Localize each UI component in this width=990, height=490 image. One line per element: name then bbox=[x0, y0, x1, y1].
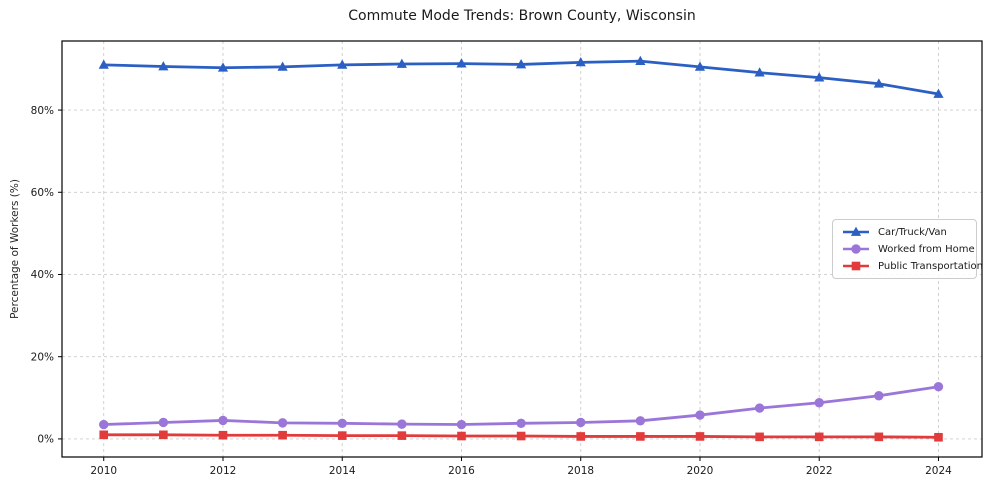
x-tick-label-2010: 2010 bbox=[90, 465, 117, 477]
y-tick-label-40%: 40% bbox=[31, 269, 54, 281]
data-point-1-2020 bbox=[695, 410, 705, 420]
y-tick-label-20%: 20% bbox=[31, 351, 54, 363]
data-point-0-2022 bbox=[814, 72, 825, 82]
data-point-2-2017 bbox=[516, 431, 526, 441]
data-point-2-2023 bbox=[874, 432, 884, 442]
x-tick-label-2014: 2014 bbox=[329, 465, 356, 477]
data-point-2-2024 bbox=[934, 432, 943, 442]
data-point-1-2012 bbox=[218, 415, 228, 426]
data-point-2-2022 bbox=[814, 432, 824, 442]
data-point-1-2018 bbox=[576, 417, 586, 428]
legend-label-public-transportation: Public Transportation bbox=[878, 260, 983, 272]
x-tick-label-2018: 2018 bbox=[567, 465, 594, 477]
data-point-2-2018 bbox=[576, 432, 586, 441]
legend-line-square-icon bbox=[843, 261, 869, 271]
data-point-0-2016 bbox=[456, 58, 467, 68]
data-point-0-2014 bbox=[337, 59, 348, 69]
data-point-0-2019 bbox=[635, 55, 646, 66]
data-point-0-2023 bbox=[873, 78, 884, 88]
data-point-2-2012 bbox=[218, 430, 228, 440]
y-tick-label-80%: 80% bbox=[31, 105, 54, 117]
data-point-1-2017 bbox=[516, 418, 526, 428]
x-tick-label-2012: 2012 bbox=[210, 465, 237, 477]
legend-label-car-truck-van: Car/Truck/Van bbox=[878, 226, 947, 238]
data-point-0-2018 bbox=[575, 56, 586, 67]
data-point-2-2021 bbox=[755, 432, 764, 442]
data-point-0-2020 bbox=[694, 61, 706, 71]
data-point-2-2010 bbox=[99, 430, 109, 440]
data-point-1-2023 bbox=[874, 391, 884, 401]
legend-sample-marker bbox=[851, 261, 861, 271]
data-point-0-2015 bbox=[396, 58, 407, 68]
legend-item-public-transportation: Public Transportation bbox=[841, 259, 983, 273]
legend-line-circle-icon bbox=[843, 244, 869, 254]
data-point-0-2012 bbox=[217, 62, 229, 72]
data-point-2-2013 bbox=[278, 430, 287, 440]
x-tick-label-2016: 2016 bbox=[448, 465, 475, 477]
x-tick-label-2020: 2020 bbox=[687, 465, 714, 477]
data-point-1-2015 bbox=[397, 419, 407, 429]
data-point-0-2017 bbox=[516, 59, 527, 69]
data-point-0-2010 bbox=[98, 59, 109, 69]
y-tick-label-0%: 0% bbox=[37, 434, 54, 446]
data-point-2-2020 bbox=[695, 432, 705, 441]
data-point-1-2022 bbox=[814, 398, 824, 408]
x-tick-label-2024: 2024 bbox=[925, 465, 952, 477]
data-point-1-2014 bbox=[337, 418, 347, 428]
y-axis-label: Percentage of Workers (%) bbox=[9, 179, 21, 319]
plot-frame bbox=[61, 40, 983, 458]
legend-item-worked-from-home: Worked from Home bbox=[841, 242, 975, 256]
legend-line-triangle-icon bbox=[843, 226, 869, 236]
legend: Car/Truck/Van Worked from Home Public Tr… bbox=[832, 219, 983, 279]
data-point-2-2011 bbox=[159, 430, 168, 440]
data-point-1-2013 bbox=[277, 418, 288, 428]
legend-sample-marker bbox=[851, 244, 861, 254]
data-point-2-2015 bbox=[397, 431, 407, 440]
legend-item-car-truck-van: Car/Truck/Van bbox=[841, 225, 968, 239]
data-point-2-2019 bbox=[636, 432, 645, 441]
data-point-1-2016 bbox=[456, 419, 467, 430]
x-tick-label-2022: 2022 bbox=[806, 465, 833, 477]
data-point-0-2013 bbox=[277, 61, 288, 71]
y-tick-label-60%: 60% bbox=[31, 187, 54, 199]
data-point-2-2014 bbox=[337, 431, 347, 440]
data-point-1-2024 bbox=[933, 382, 944, 392]
data-point-1-2019 bbox=[635, 416, 646, 426]
data-point-1-2011 bbox=[158, 417, 169, 428]
data-point-0-2011 bbox=[158, 61, 169, 71]
data-point-0-2021 bbox=[754, 67, 765, 77]
data-point-1-2021 bbox=[754, 403, 765, 413]
data-point-1-2010 bbox=[99, 419, 109, 430]
legend-label-worked-from-home: Worked from Home bbox=[878, 243, 975, 255]
data-point-0-2024 bbox=[933, 88, 944, 98]
legend-sample-marker bbox=[850, 226, 862, 236]
data-point-2-2016 bbox=[457, 431, 466, 441]
chart-title: Commute Mode Trends: Brown County, Wisco… bbox=[348, 8, 696, 24]
